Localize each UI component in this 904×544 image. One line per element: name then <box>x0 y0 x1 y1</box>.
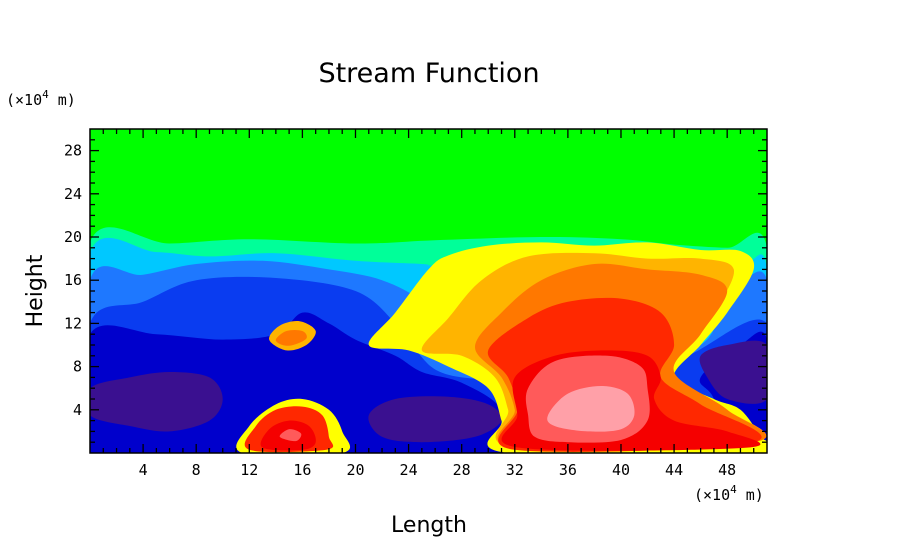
x-tick-label: 20 <box>346 461 364 479</box>
contour-region-7 <box>90 372 223 432</box>
y-tick-label: 16 <box>64 271 82 289</box>
x-tick-label: 48 <box>718 461 736 479</box>
x-axis-label: Length <box>391 513 467 538</box>
x-tick-label: 16 <box>293 461 311 479</box>
y-axis-unit: (×104 m) <box>6 88 76 109</box>
y-tick-label: 12 <box>64 314 82 332</box>
y-tick-label: 8 <box>73 358 82 376</box>
x-tick-label: 32 <box>506 461 524 479</box>
x-axis-unit: (×104 m) <box>694 483 764 504</box>
plot-frame <box>89 128 768 454</box>
contour-fill-layer <box>90 129 767 453</box>
x-tick-label: 28 <box>453 461 471 479</box>
y-tick-label: 4 <box>73 401 82 419</box>
y-axis-label: Height <box>23 254 48 327</box>
y-tick-label: 20 <box>64 228 82 246</box>
x-tick-label: 12 <box>240 461 258 479</box>
x-tick-label: 24 <box>400 461 418 479</box>
y-tick-label: 24 <box>64 185 82 203</box>
chart-title: Stream Function <box>318 58 539 89</box>
y-tick-label: 28 <box>64 142 82 160</box>
contour-region-20 <box>279 429 302 442</box>
contour-region-8 <box>368 396 502 443</box>
contour-region-16 <box>547 386 635 432</box>
contour-region-9 <box>699 340 767 404</box>
x-tick-label: 8 <box>192 461 201 479</box>
x-tick-label: 36 <box>559 461 577 479</box>
x-tick-label: 44 <box>665 461 683 479</box>
contour-region-22 <box>275 329 307 346</box>
x-tick-label: 4 <box>139 461 148 479</box>
x-tick-label: 40 <box>612 461 630 479</box>
